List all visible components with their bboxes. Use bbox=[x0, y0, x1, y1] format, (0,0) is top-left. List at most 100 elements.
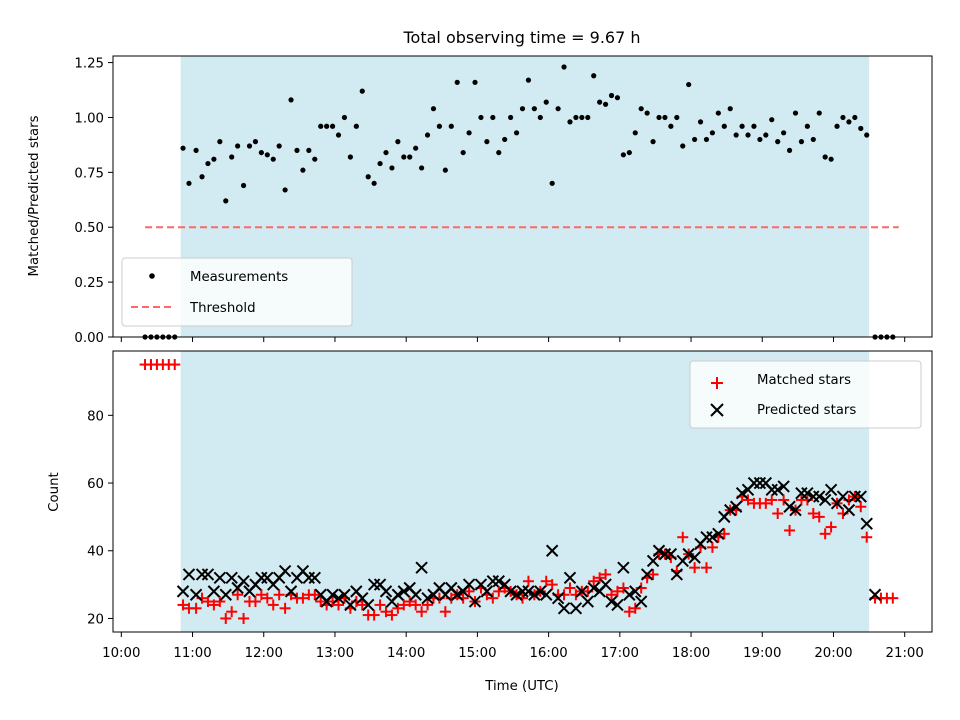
x-tick-label: 17:00 bbox=[601, 646, 639, 661]
measurement-point bbox=[264, 152, 270, 158]
matched-star-point bbox=[772, 508, 784, 520]
measurement-point bbox=[436, 123, 443, 129]
measurement-point bbox=[597, 99, 603, 105]
predicted-star-point bbox=[237, 575, 250, 588]
matched-star-point bbox=[374, 599, 386, 611]
measurement-point bbox=[786, 147, 793, 153]
predicted-star-point bbox=[480, 585, 494, 598]
predicted-star-point bbox=[575, 585, 589, 598]
predicted-star-point bbox=[652, 544, 666, 557]
matched-star-point bbox=[410, 599, 422, 611]
measurement-point bbox=[211, 156, 217, 162]
predicted-star-point bbox=[605, 595, 618, 608]
measurement-point bbox=[180, 145, 186, 151]
top-plot-frame bbox=[112, 55, 933, 338]
measurement-point bbox=[709, 130, 716, 136]
bottom-plot-frame bbox=[112, 350, 933, 633]
predicted-star-point bbox=[611, 598, 624, 612]
measurement-point bbox=[365, 174, 371, 180]
matched-star-point bbox=[177, 599, 189, 611]
matched-star-point bbox=[588, 575, 600, 587]
predicted-star-point bbox=[468, 595, 482, 608]
matched-star-point bbox=[855, 501, 867, 513]
predicted-star-point bbox=[801, 486, 814, 500]
matched-star-point bbox=[819, 528, 831, 540]
measurement-point bbox=[324, 123, 330, 129]
matched-star-point bbox=[356, 599, 368, 611]
matched-star-point bbox=[606, 589, 618, 601]
top-legend: Measurements Threshold bbox=[121, 257, 353, 327]
matched-star-point bbox=[255, 589, 267, 601]
top-y-tick-label: 0.75 bbox=[74, 166, 104, 181]
matched-star-point bbox=[617, 582, 629, 594]
matched-star-point bbox=[261, 592, 273, 604]
predicted-star-point bbox=[664, 547, 678, 561]
measurement-point bbox=[585, 114, 591, 121]
predicted-star-point bbox=[421, 591, 434, 605]
measurement-point bbox=[318, 123, 324, 129]
predicted-star-point bbox=[551, 591, 565, 605]
predicted-star-point bbox=[522, 585, 535, 598]
measurement-point bbox=[620, 152, 626, 158]
matched-star-point bbox=[623, 606, 635, 618]
measurement-point bbox=[442, 167, 448, 173]
bottom-y-axis-label: Count bbox=[47, 472, 62, 512]
matched-star-point bbox=[249, 596, 261, 608]
matched-star-point bbox=[540, 575, 552, 587]
measurement-point bbox=[781, 130, 787, 136]
top-y-tick-label: 1.25 bbox=[74, 57, 104, 72]
predicted-star-point bbox=[842, 503, 856, 517]
predicted-star-point bbox=[563, 571, 577, 585]
matched-star-point bbox=[208, 599, 220, 611]
matched-star-point bbox=[647, 568, 659, 580]
matched-star-point bbox=[439, 606, 451, 618]
measurement-point bbox=[674, 114, 680, 121]
measurement-point bbox=[353, 123, 359, 129]
measurement-point bbox=[531, 106, 537, 112]
measurement-point bbox=[775, 139, 781, 145]
measurement-point bbox=[591, 73, 597, 79]
measurement-point bbox=[858, 125, 864, 132]
measurement-point bbox=[454, 79, 460, 85]
predicted-star-point bbox=[332, 591, 345, 605]
measurement-point bbox=[680, 143, 686, 149]
legend-measurements-marker bbox=[149, 273, 155, 279]
measurement-point bbox=[502, 136, 508, 143]
matched-star-point bbox=[238, 612, 250, 624]
top-y-tick-label: 0.50 bbox=[74, 221, 104, 236]
measurement-point bbox=[715, 110, 721, 116]
predicted-star-point bbox=[409, 588, 422, 601]
measurement-point bbox=[798, 139, 805, 145]
predicted-star-point bbox=[201, 568, 215, 581]
matched-star-point bbox=[600, 568, 612, 580]
matched-star-point bbox=[784, 524, 796, 536]
predicted-star-point bbox=[415, 561, 428, 574]
predicted-star-point bbox=[225, 571, 238, 585]
measurement-point bbox=[549, 180, 555, 186]
measurement-point bbox=[727, 106, 733, 112]
matched-star-point bbox=[422, 599, 434, 611]
measurement-point bbox=[484, 139, 490, 145]
bottom-y-tick-label: 20 bbox=[87, 612, 104, 627]
matched-star-point bbox=[546, 579, 558, 591]
measurement-point bbox=[608, 92, 615, 99]
measurement-point bbox=[371, 180, 377, 186]
measurement-point bbox=[199, 174, 205, 180]
top-y-tick-label: 1.00 bbox=[74, 111, 104, 126]
matched-star-point bbox=[493, 585, 505, 597]
measurement-point bbox=[757, 136, 763, 143]
predicted-star-point bbox=[706, 530, 719, 544]
predicted-star-point bbox=[219, 588, 232, 601]
matched-star-point bbox=[629, 602, 641, 614]
measurement-point bbox=[419, 165, 425, 171]
measurement-point bbox=[864, 132, 870, 138]
bottom-y-tick-label: 80 bbox=[87, 409, 104, 424]
bottom-legend: Matched stars Predicted stars bbox=[689, 360, 922, 429]
matched-star-point bbox=[522, 575, 534, 587]
predicted-star-point bbox=[510, 588, 523, 601]
x-tick-label: 20:00 bbox=[814, 646, 852, 661]
matched-star-point bbox=[220, 612, 232, 624]
predicted-star-point bbox=[783, 500, 796, 513]
matched-star-point bbox=[202, 596, 214, 608]
predicted-star-point bbox=[617, 561, 630, 574]
